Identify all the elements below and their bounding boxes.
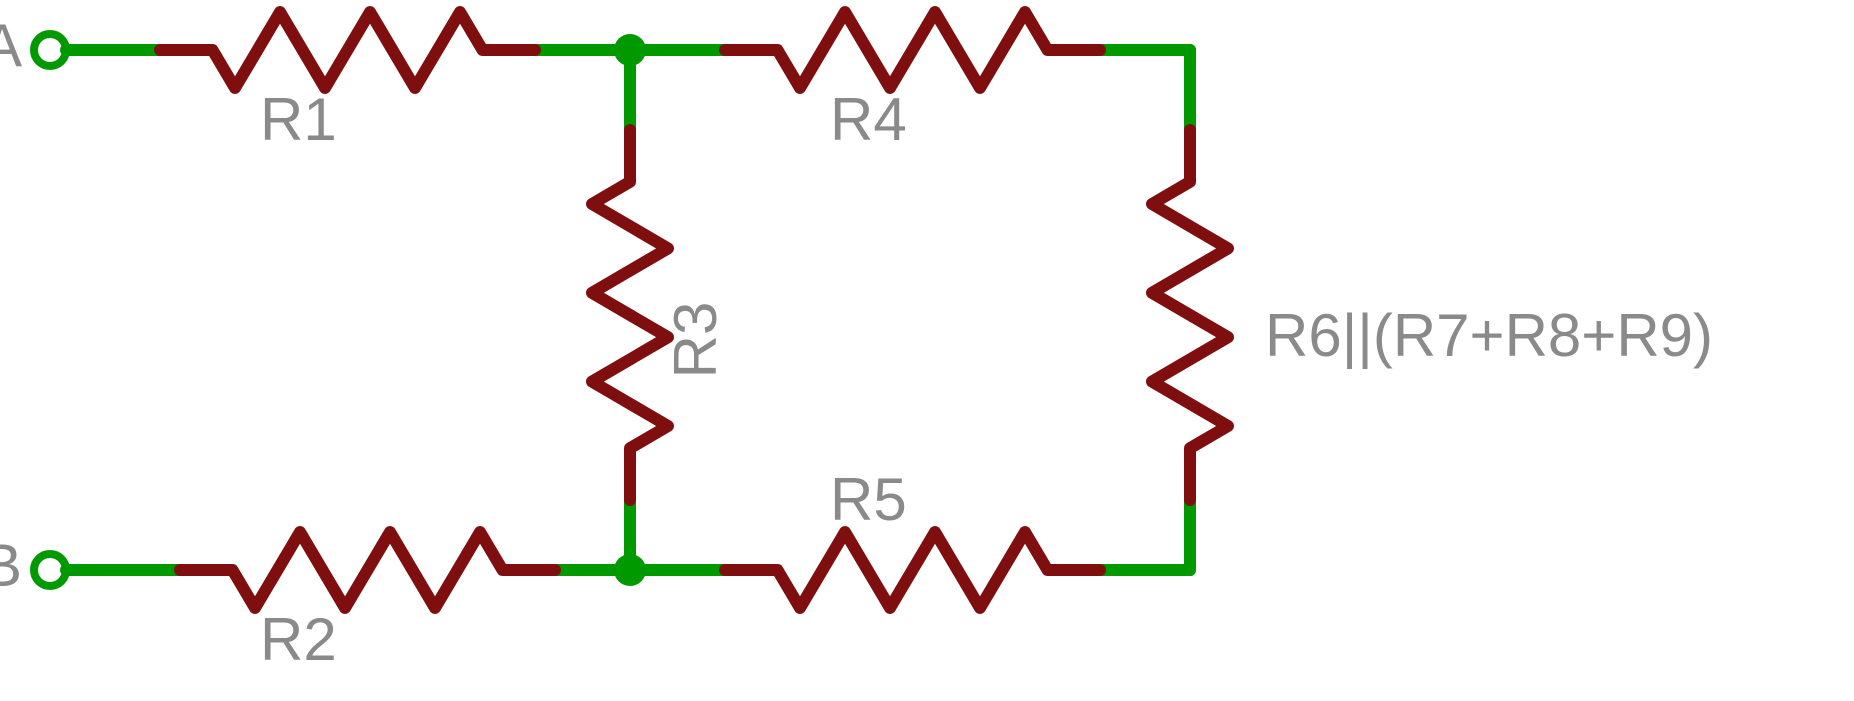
resistor-R3 (592, 130, 668, 500)
resistor-R4 (725, 12, 1100, 88)
terminal-A-label: A (0, 12, 22, 79)
label-R1: R1 (260, 86, 337, 153)
resistor-R6-combo (1152, 130, 1228, 500)
junction-bot-mid (614, 554, 646, 586)
label-R2: R2 (260, 606, 337, 673)
label-R6-combo: R6||(R7+R8+R9) (1265, 302, 1713, 369)
label-R3: R3 (662, 302, 729, 379)
label-R5: R5 (830, 466, 907, 533)
label-R4: R4 (830, 86, 907, 153)
resistor-R2 (180, 532, 555, 608)
resistor-R5 (725, 532, 1100, 608)
resistor-R1 (160, 12, 535, 88)
junction-top-mid (614, 34, 646, 66)
circuit-schematic: A B R1 R2 R4 R5 R3 R6||(R7+R8+R9) (0, 0, 1854, 701)
terminal-B-label: B (0, 532, 22, 599)
